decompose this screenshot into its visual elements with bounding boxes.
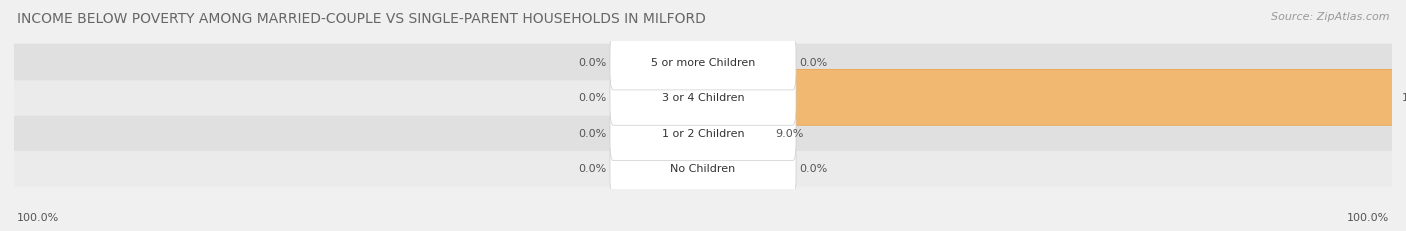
FancyBboxPatch shape [610,140,796,196]
Text: 0.0%: 0.0% [800,58,828,68]
Text: 100.0%: 100.0% [17,212,59,222]
Text: No Children: No Children [671,163,735,173]
FancyBboxPatch shape [14,80,1392,116]
Text: 0.0%: 0.0% [578,93,606,103]
FancyBboxPatch shape [700,70,1395,126]
Text: INCOME BELOW POVERTY AMONG MARRIED-COUPLE VS SINGLE-PARENT HOUSEHOLDS IN MILFORD: INCOME BELOW POVERTY AMONG MARRIED-COUPL… [17,12,706,25]
Text: 5 or more Children: 5 or more Children [651,58,755,68]
Text: 3 or 4 Children: 3 or 4 Children [662,93,744,103]
FancyBboxPatch shape [610,35,796,91]
Text: 0.0%: 0.0% [578,128,606,138]
Text: 0.0%: 0.0% [578,58,606,68]
FancyBboxPatch shape [610,105,796,161]
FancyBboxPatch shape [700,105,769,161]
Text: 1 or 2 Children: 1 or 2 Children [662,128,744,138]
Text: 100.0%: 100.0% [1402,93,1406,103]
FancyBboxPatch shape [610,70,796,126]
Text: Source: ZipAtlas.com: Source: ZipAtlas.com [1271,12,1389,21]
FancyBboxPatch shape [14,150,1392,187]
Text: 0.0%: 0.0% [578,163,606,173]
FancyBboxPatch shape [14,44,1392,81]
Text: 100.0%: 100.0% [1347,212,1389,222]
Text: 0.0%: 0.0% [800,163,828,173]
FancyBboxPatch shape [14,115,1392,151]
Text: 9.0%: 9.0% [775,128,804,138]
